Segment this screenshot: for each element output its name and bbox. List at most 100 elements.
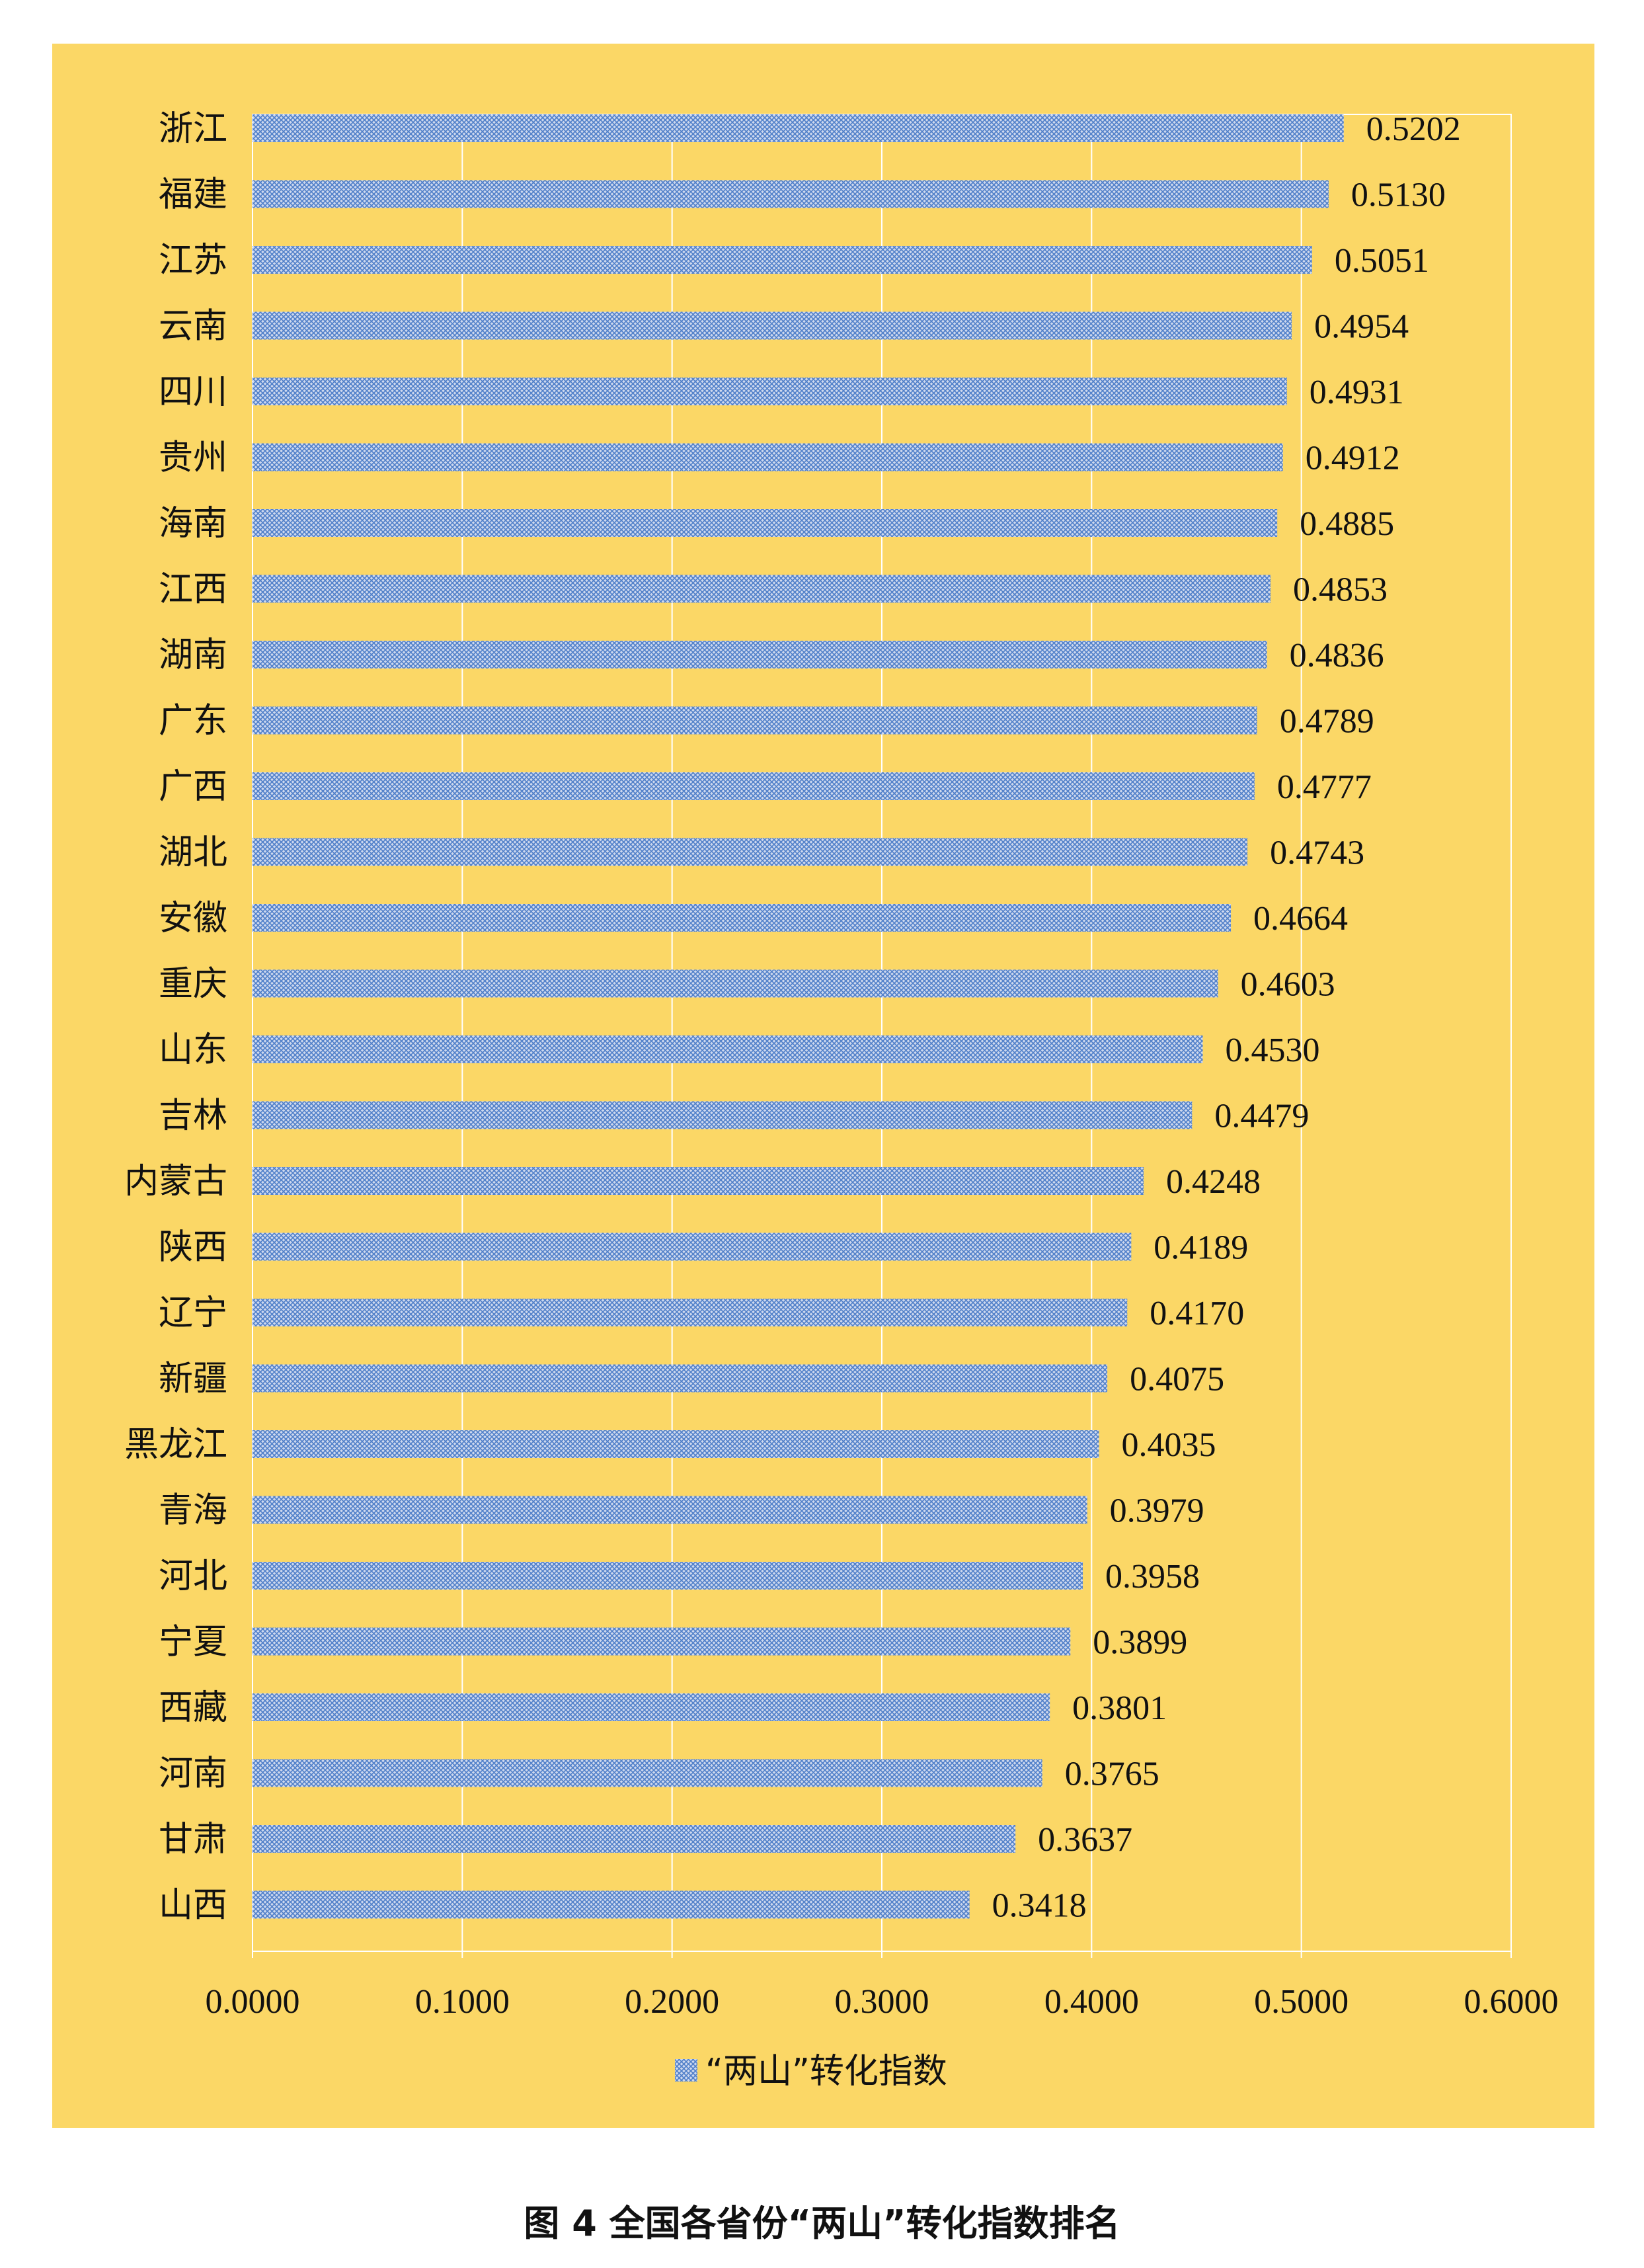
- data-label: 0.3801: [1072, 1689, 1167, 1727]
- bar: [253, 1759, 1042, 1787]
- bar: [253, 509, 1278, 537]
- data-label: 0.5130: [1351, 177, 1446, 214]
- data-label: 0.4075: [1130, 1361, 1224, 1398]
- data-label: 0.3765: [1065, 1756, 1159, 1793]
- bar: [253, 969, 1218, 998]
- category-label: 宁夏: [159, 1623, 227, 1662]
- bar: [253, 180, 1329, 208]
- category-label: 浙江: [159, 109, 227, 149]
- bar: [253, 1233, 1132, 1261]
- x-tick-label: 0.3000: [835, 1983, 929, 2021]
- bar: [253, 641, 1267, 668]
- category-label: 河南: [159, 1754, 227, 1794]
- data-label: 0.4479: [1214, 1098, 1309, 1135]
- x-axis-tick-labels: 0.0000 0.1000 0.2000 0.3000 0.4000 0.5000 0.60…: [206, 1983, 1559, 2021]
- category-label: 新疆: [159, 1359, 227, 1399]
- bar: [253, 706, 1257, 735]
- legend-swatch: [675, 2059, 697, 2082]
- x-tick-label: 0.1000: [415, 1983, 510, 2021]
- category-label: 江西: [159, 570, 227, 610]
- category-label: 安徽: [159, 899, 227, 938]
- data-label: 0.5202: [1366, 110, 1461, 148]
- data-label: 0.4170: [1150, 1295, 1244, 1332]
- category-label: 黑龙江: [124, 1425, 227, 1465]
- x-tick-label: 0.6000: [1464, 1983, 1559, 2021]
- data-label: 0.4603: [1241, 966, 1335, 1004]
- data-label: 0.5051: [1335, 242, 1429, 280]
- bar: [253, 1167, 1144, 1195]
- category-label: 陕西: [159, 1228, 227, 1268]
- bar: [253, 1825, 1016, 1853]
- category-label: 山东: [159, 1030, 227, 1070]
- x-tick-label: 0.4000: [1044, 1983, 1139, 2021]
- bar-chart: 浙江福建江苏云南四川贵州海南江西湖南广东广西湖北安徽重庆山东吉林内蒙古陕西辽宁新…: [124, 109, 1559, 2091]
- category-label: 西藏: [159, 1688, 227, 1728]
- bar: [253, 443, 1283, 471]
- data-label: 0.4248: [1166, 1163, 1261, 1201]
- data-label: 0.4853: [1293, 571, 1388, 609]
- data-label: 0.3418: [992, 1887, 1087, 1925]
- category-label: 山西: [159, 1886, 227, 1925]
- category-label: 吉林: [159, 1096, 227, 1136]
- data-label: 0.4664: [1253, 900, 1348, 938]
- bar: [253, 1364, 1108, 1393]
- bar: [253, 1693, 1050, 1721]
- category-label: 河北: [159, 1557, 227, 1596]
- value-labels: 0.5202 0.5130 0.5051 0.4954 0.4931 0.4912 0.48…: [992, 110, 1461, 1925]
- bar: [253, 311, 1292, 340]
- data-label: 0.4777: [1277, 768, 1372, 806]
- category-label: 贵州: [159, 438, 227, 478]
- legend: “两山”转化指数: [675, 2052, 947, 2091]
- x-tick-label: 0.5000: [1254, 1983, 1349, 2021]
- category-label: 四川: [159, 372, 227, 412]
- category-label: 甘肃: [159, 1820, 227, 1859]
- bar: [253, 575, 1271, 603]
- legend-label: “两山”转化指数: [705, 2052, 947, 2091]
- category-labels: 浙江福建江苏云南四川贵州海南江西湖南广东广西湖北安徽重庆山东吉林内蒙古陕西辽宁新…: [124, 109, 227, 1925]
- x-tick-label: 0.0000: [206, 1983, 300, 2021]
- bar: [253, 1299, 1128, 1326]
- category-label: 海南: [159, 504, 227, 544]
- category-label: 广东: [159, 702, 227, 741]
- bar: [253, 1101, 1193, 1129]
- data-label: 0.4931: [1310, 374, 1404, 411]
- category-label: 福建: [159, 175, 227, 215]
- bar: [253, 1035, 1203, 1063]
- category-label: 辽宁: [159, 1293, 227, 1333]
- bar: [253, 1496, 1087, 1524]
- chart-panel: 浙江福建江苏云南四川贵州海南江西湖南广东广西湖北安徽重庆山东吉林内蒙古陕西辽宁新…: [52, 44, 1594, 2128]
- data-label: 0.4885: [1300, 505, 1394, 543]
- category-label: 湖南: [159, 635, 227, 675]
- category-label: 内蒙古: [124, 1162, 227, 1201]
- category-label: 云南: [159, 307, 227, 346]
- x-tick-label: 0.2000: [625, 1983, 719, 2021]
- figure-caption: 图 4 全国各省份“两山”转化指数排名: [524, 2203, 1120, 2244]
- bar: [253, 904, 1232, 932]
- bar: [253, 1562, 1083, 1590]
- category-label: 重庆: [159, 965, 227, 1004]
- category-label: 青海: [159, 1491, 227, 1531]
- data-label: 0.4035: [1121, 1426, 1216, 1464]
- category-label: 江苏: [159, 241, 227, 280]
- data-label: 0.4954: [1314, 308, 1409, 346]
- bar: [253, 114, 1344, 142]
- bars: [253, 114, 1344, 1919]
- data-label: 0.4836: [1290, 637, 1384, 674]
- bar: [253, 1430, 1099, 1458]
- data-label: 0.3899: [1093, 1624, 1187, 1662]
- category-label: 湖北: [159, 833, 227, 873]
- data-label: 0.4789: [1280, 703, 1374, 741]
- bar: [253, 378, 1287, 405]
- data-label: 0.4530: [1226, 1032, 1320, 1069]
- category-label: 广西: [159, 767, 227, 807]
- data-label: 0.4189: [1154, 1229, 1248, 1267]
- data-label: 0.4912: [1306, 440, 1400, 477]
- bar: [253, 772, 1255, 800]
- bar: [253, 838, 1248, 866]
- data-label: 0.3979: [1110, 1492, 1204, 1530]
- data-label: 0.3637: [1038, 1821, 1132, 1859]
- bar: [253, 1890, 970, 1919]
- bar: [253, 1627, 1071, 1656]
- data-label: 0.3958: [1105, 1558, 1200, 1596]
- bar: [253, 246, 1312, 274]
